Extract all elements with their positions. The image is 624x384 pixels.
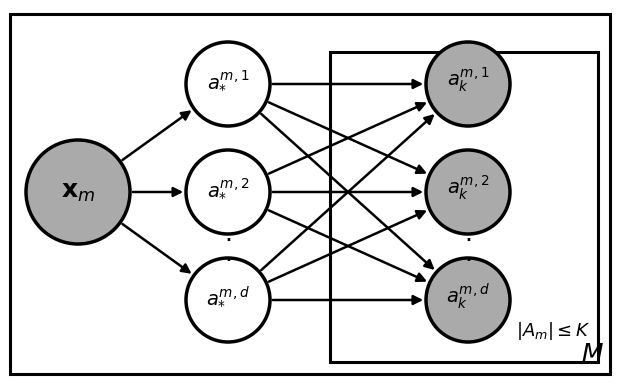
Text: $|A_{m}| \leq K$: $|A_{m}| \leq K$ — [515, 320, 590, 342]
Circle shape — [186, 258, 270, 342]
Circle shape — [26, 140, 130, 244]
Text: $\mathit{M}$: $\mathit{M}$ — [581, 342, 604, 366]
Text: .: . — [224, 242, 232, 266]
Circle shape — [186, 150, 270, 234]
Text: $a_{*}^{m,1}$: $a_{*}^{m,1}$ — [207, 69, 249, 91]
Text: $a_{*}^{m,2}$: $a_{*}^{m,2}$ — [207, 177, 249, 199]
Text: .: . — [464, 242, 472, 266]
Text: $a_{*}^{m,d}$: $a_{*}^{m,d}$ — [206, 285, 250, 308]
Text: .: . — [224, 222, 232, 246]
Circle shape — [426, 258, 510, 342]
Text: $a_{k}^{m,2}$: $a_{k}^{m,2}$ — [447, 174, 489, 202]
Text: $a_{k}^{m,d}$: $a_{k}^{m,d}$ — [446, 281, 490, 311]
Circle shape — [426, 150, 510, 234]
Text: $a_{k}^{m,1}$: $a_{k}^{m,1}$ — [447, 66, 489, 94]
Text: .: . — [464, 222, 472, 246]
Text: $\mathbf{x}_{m}$: $\mathbf{x}_{m}$ — [61, 180, 95, 204]
Circle shape — [186, 42, 270, 126]
Bar — [330, 52, 598, 362]
Circle shape — [426, 42, 510, 126]
